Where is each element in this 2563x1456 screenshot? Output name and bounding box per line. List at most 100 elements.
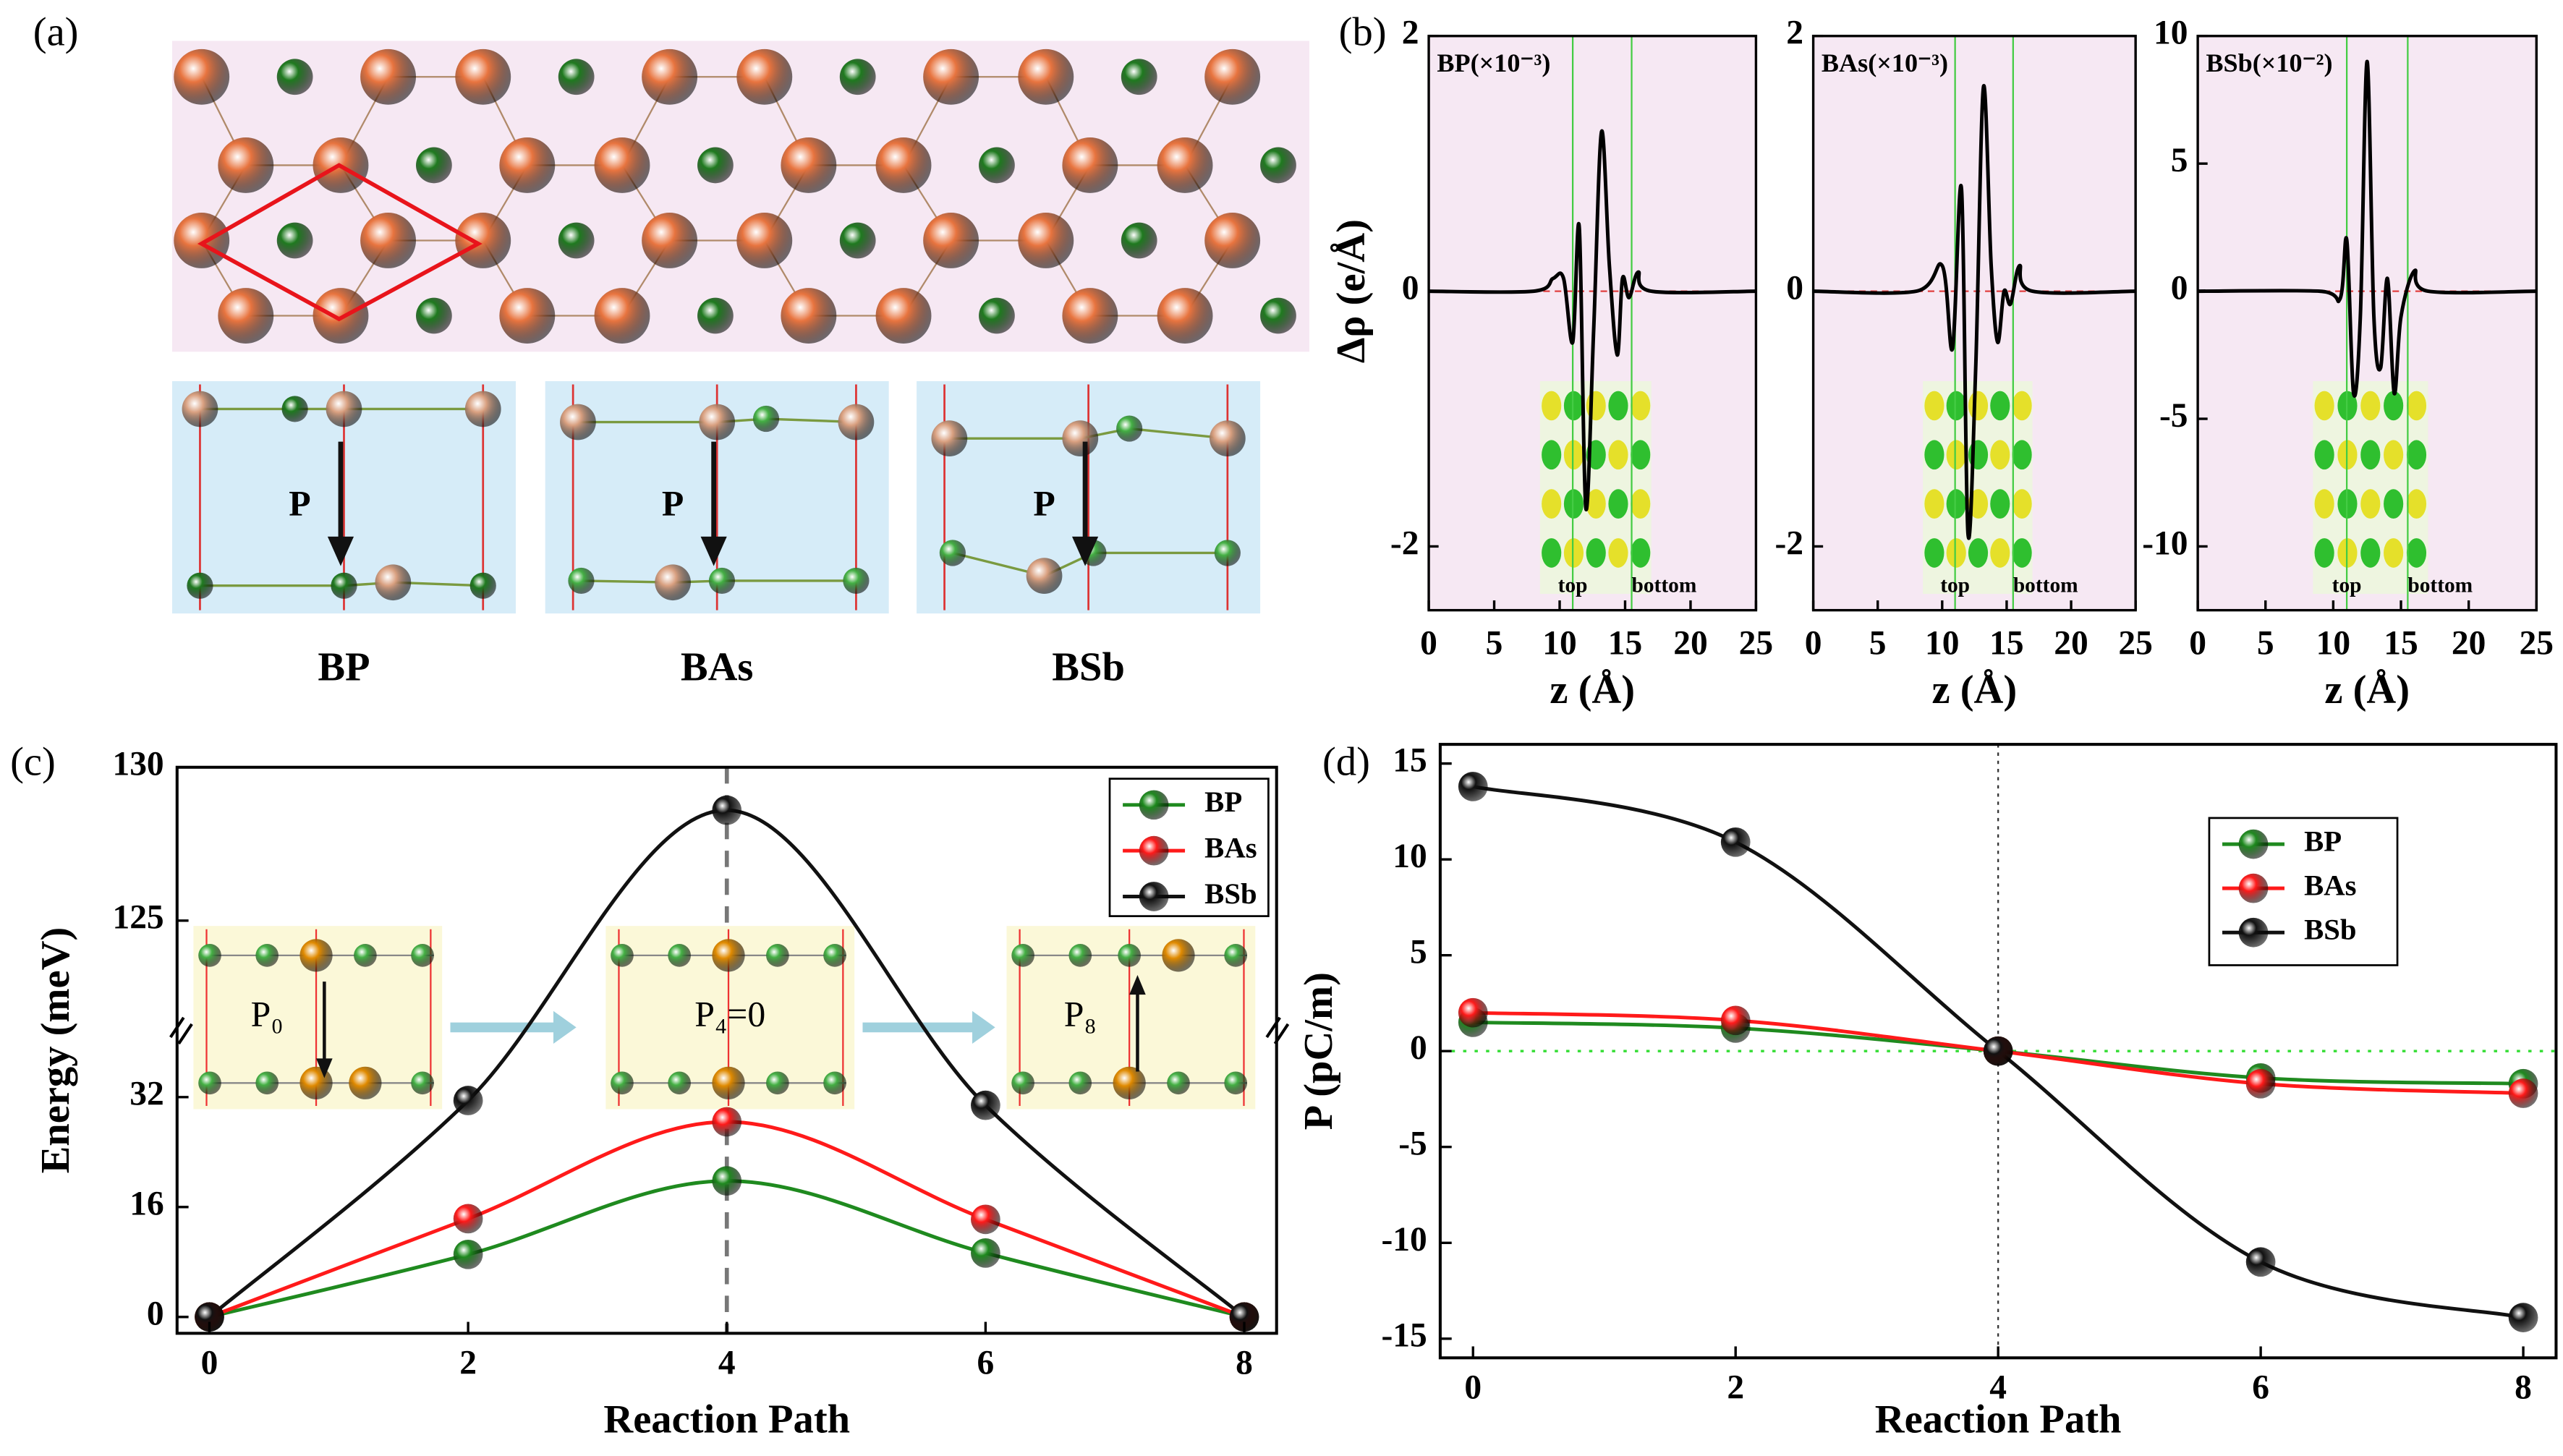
density-lobe <box>2314 391 2334 421</box>
boron-atom <box>736 213 793 268</box>
data-point <box>1983 1036 2013 1066</box>
atom <box>1011 1071 1034 1095</box>
lattice <box>174 48 1296 344</box>
density-lobe <box>1563 538 1584 568</box>
density-lobe <box>1946 440 1966 470</box>
legend-label: BAs <box>1204 831 1257 864</box>
x-tick-label: 8 <box>1236 1345 1253 1382</box>
legend-label: BSb <box>1204 877 1257 910</box>
legend-box <box>2208 817 2399 966</box>
panel-label: (d) <box>1322 739 1370 784</box>
atom <box>611 1071 634 1095</box>
y-tick-label: 10 <box>1393 838 1427 875</box>
density-lobe <box>2384 489 2404 519</box>
atom <box>1224 944 1248 967</box>
x-tick-label: 15 <box>2384 624 2418 662</box>
y-tick-label: -10 <box>2142 524 2188 562</box>
x-tick-label: 25 <box>2118 624 2152 662</box>
chart-title: BSb(×10⁻²) <box>2206 48 2332 77</box>
x-tick-label: 0 <box>1464 1368 1482 1406</box>
boron-atom <box>594 137 650 193</box>
density-lobe <box>1946 538 1966 568</box>
data-point <box>712 1166 742 1196</box>
x-tick-label: 0 <box>2189 624 2206 662</box>
y-tick-label: -15 <box>1381 1317 1427 1355</box>
atom <box>411 944 434 967</box>
atom <box>655 564 691 601</box>
atom <box>712 939 745 972</box>
x-tick-label: 5 <box>1486 624 1503 662</box>
density-lobe <box>2406 538 2427 568</box>
data-point <box>1458 997 1488 1028</box>
density-lobe <box>1924 538 1944 568</box>
data-point <box>2245 1068 2276 1099</box>
boron-atom <box>218 288 274 344</box>
x-axis-label: Reaction Path <box>1875 1397 2122 1442</box>
atom <box>766 944 789 967</box>
pnictogen-atom <box>416 147 452 184</box>
y-tick-label: -2 <box>1390 524 1419 562</box>
density-lobe <box>1608 538 1628 568</box>
atom <box>1113 1066 1146 1099</box>
atom <box>1026 558 1063 595</box>
data-point <box>2508 1078 2538 1108</box>
boron-atom <box>455 48 511 105</box>
layer-label: bottom <box>1632 574 1697 597</box>
atom <box>1162 939 1195 972</box>
plot-frame <box>2196 35 2538 612</box>
atom <box>299 939 333 972</box>
density-lobe <box>1563 391 1584 421</box>
density-lobe <box>2406 440 2427 470</box>
data-point <box>1720 827 1751 857</box>
atom <box>766 1071 789 1095</box>
charge-curve <box>1429 129 1756 512</box>
y-tick-label: 2 <box>1402 14 1419 52</box>
charge-curve <box>2198 59 2537 398</box>
atom <box>281 396 308 422</box>
density-lobe <box>2360 538 2381 568</box>
pnictogen-atom <box>1121 59 1157 95</box>
density-lobe <box>1990 538 2010 568</box>
data-point <box>971 1238 1000 1268</box>
pnictogen-atom <box>1121 222 1157 259</box>
data-point <box>971 1090 1000 1120</box>
layer-label: top <box>1940 574 1970 597</box>
y-tick-label: 125 <box>112 899 163 937</box>
atom <box>823 944 846 967</box>
pnictogen-atom <box>697 297 734 334</box>
density-lobe <box>2012 440 2032 470</box>
y-tick-label: -2 <box>1774 524 1803 562</box>
boron-atom <box>360 213 417 268</box>
layer-label: bottom <box>2407 574 2473 597</box>
density-lobe <box>1608 391 1628 421</box>
structure-label: BAs <box>681 644 754 689</box>
y-axis-label: P (pC/m) <box>1296 972 1341 1130</box>
legend-label: BP <box>1204 786 1242 818</box>
x-tick-label: 20 <box>2452 624 2486 662</box>
boron-atom <box>1204 213 1261 268</box>
data-point <box>453 1204 483 1234</box>
state-label: P₀ <box>251 994 284 1034</box>
density-lobe <box>1968 538 1989 568</box>
boron-atom <box>174 213 230 268</box>
panel-label: (c) <box>10 739 56 784</box>
y-tick-label: -5 <box>1398 1125 1427 1163</box>
density-lobe <box>2012 489 2032 519</box>
atom <box>931 420 968 457</box>
pnictogen-atom <box>276 222 313 259</box>
atom <box>1224 1071 1248 1095</box>
x-tick-label: 20 <box>1673 624 1707 662</box>
atom <box>349 1066 382 1099</box>
atom <box>411 1071 434 1095</box>
density-lobe <box>1946 489 1966 519</box>
atom <box>1167 1071 1190 1095</box>
arrow-head <box>1129 975 1146 995</box>
density-lobe <box>1924 440 1944 470</box>
atom <box>1118 944 1141 967</box>
x-tick-label: 0 <box>201 1345 218 1382</box>
density-lobe <box>1608 440 1628 470</box>
y-tick-label: 5 <box>1410 934 1427 971</box>
y-tick-label: 0 <box>1786 270 1803 307</box>
data-point <box>1458 772 1488 801</box>
